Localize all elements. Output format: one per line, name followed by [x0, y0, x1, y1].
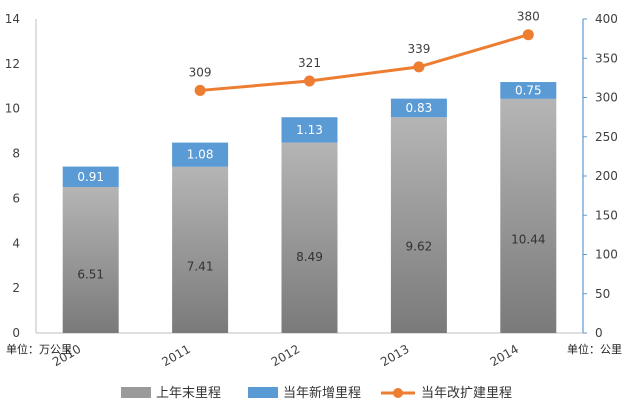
line-point-label: 321 — [298, 56, 321, 70]
x-tick-label: 2013 — [378, 342, 411, 369]
bar-base-mileage-label: 6.51 — [77, 268, 104, 282]
line-point — [194, 84, 206, 96]
line-point — [522, 29, 534, 41]
y-left-tick-label: 14 — [5, 12, 20, 26]
y-right-tick-label: 150 — [595, 208, 618, 222]
y-right-tick-label: 400 — [595, 12, 618, 26]
legend-swatch-base — [121, 387, 151, 398]
legend-label-base: 上年末里程 — [156, 386, 221, 401]
x-tick-label: 2014 — [488, 342, 521, 369]
y-right-tick-label: 0 — [595, 326, 603, 340]
y-left-tick-label: 0 — [12, 326, 20, 340]
bar-new-mileage-label: 0.91 — [77, 170, 104, 184]
bar-base-mileage-label: 9.62 — [406, 240, 433, 254]
line-point-label: 380 — [517, 10, 540, 24]
y-right-tick-label: 250 — [595, 130, 618, 144]
legend-swatch-new — [248, 387, 278, 398]
line-point-label: 309 — [189, 65, 212, 79]
y-right-unit-label: 单位：公里 — [567, 342, 622, 356]
y-right-tick-label: 50 — [595, 287, 610, 301]
x-tick-label: 2011 — [159, 342, 192, 369]
legend-label-line: 当年改扩建里程 — [421, 386, 512, 401]
bar-new-mileage — [390, 98, 447, 118]
legend-swatch-line-marker — [393, 388, 403, 398]
y-left-tick-label: 2 — [12, 281, 20, 295]
y-right-tick-label: 300 — [595, 91, 618, 105]
line-point-label: 339 — [407, 42, 430, 56]
line-point — [413, 61, 425, 73]
bar-base-mileage — [500, 98, 557, 334]
y-left-tick-label: 12 — [5, 57, 20, 71]
bar-new-mileage-label: 1.08 — [187, 148, 214, 162]
bar-new-mileage-label: 1.13 — [296, 123, 323, 137]
bar-base-mileage-label: 8.49 — [296, 250, 323, 264]
line-point — [304, 75, 315, 87]
bar-base-mileage — [62, 186, 119, 333]
y-right-tick-label: 350 — [595, 51, 618, 65]
bar-base-mileage-label: 7.41 — [187, 260, 214, 274]
bar-new-mileage — [500, 82, 557, 99]
y-right-tick-label: 100 — [595, 248, 618, 262]
bar-new-mileage-label: 0.75 — [515, 83, 542, 97]
y-left-unit-label: 单位：万公里 — [6, 342, 72, 356]
bar-new-mileage — [62, 166, 119, 187]
y-left-tick-label: 8 — [12, 147, 20, 161]
bar-base-mileage-label: 10.44 — [511, 232, 545, 246]
bar-new-mileage — [281, 117, 338, 143]
y-left-tick-label: 10 — [5, 102, 20, 116]
bar-base-mileage — [281, 142, 338, 333]
x-tick-label: 2012 — [269, 342, 302, 369]
y-left-tick-label: 4 — [12, 236, 20, 250]
legend-label-new: 当年新增里程 — [283, 385, 361, 401]
y-left-tick-label: 6 — [12, 191, 20, 205]
y-right-tick-label: 200 — [595, 169, 618, 183]
bar-new-mileage — [172, 142, 229, 167]
bar-base-mileage — [390, 117, 447, 333]
bar-new-mileage-label: 0.83 — [406, 101, 433, 115]
bar-base-mileage — [172, 166, 229, 333]
line-renovated-mileage — [199, 33, 529, 92]
